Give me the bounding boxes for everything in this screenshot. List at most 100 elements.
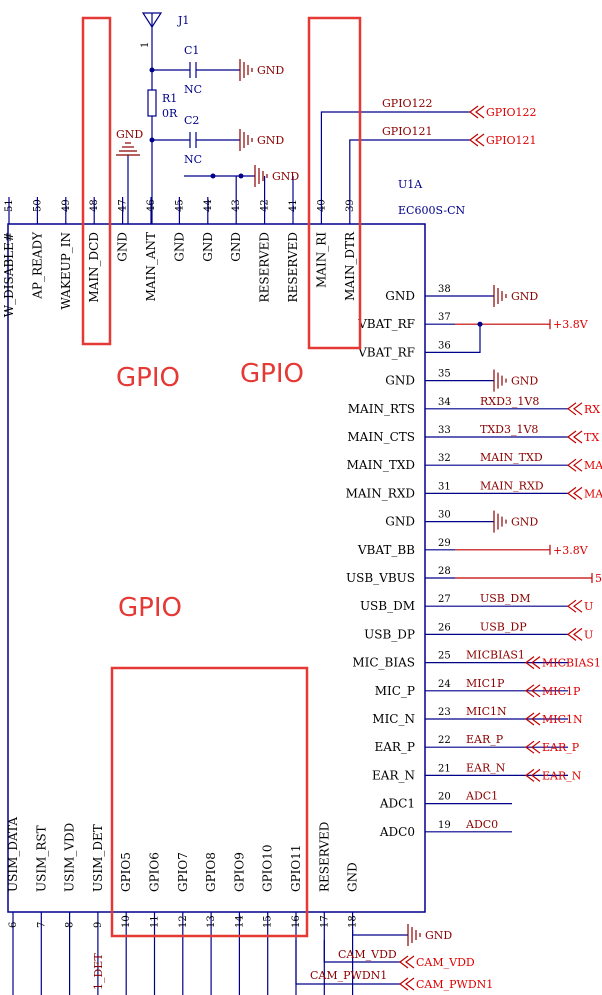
net-label: RXD3_1V8 [480, 395, 539, 408]
pin-number: 38 [438, 284, 451, 295]
pin-number: 24 [438, 679, 451, 690]
pin-label: GPIO8 [204, 852, 218, 892]
pin-label: GPIO10 [261, 844, 275, 892]
pin-label: GPIO7 [176, 852, 190, 892]
pin-label: GPIO9 [232, 852, 246, 892]
pin-label: MIC_N [372, 712, 415, 726]
port-arrow-icon [399, 977, 415, 991]
pin-label: EAR_P [374, 740, 415, 754]
pin-label: VBAT_RF [357, 345, 415, 359]
pin-label: GPIO6 [148, 852, 162, 892]
pin-number: 7 [36, 922, 47, 928]
pin-label: USIM_VDD [63, 823, 77, 892]
net-label: USB_DM [480, 592, 530, 605]
net-label: ADC1 [465, 790, 498, 803]
gnd-label: GND [425, 929, 452, 942]
port-label: MIC1P [542, 685, 581, 698]
pin-number: 16 [291, 915, 302, 928]
pin-label: MAIN_ANT [144, 232, 158, 301]
pin-number: 18 [348, 915, 359, 928]
gnd-label: GND [511, 290, 538, 303]
pin-number: 10 [121, 915, 132, 928]
net-label: USB_DP [480, 620, 527, 633]
net-label: 1_DET [92, 953, 105, 990]
net-label: CAM_PWDN1 [310, 969, 387, 982]
capacitor-c2 [152, 132, 240, 148]
net-label: EAR_P [466, 733, 504, 746]
gnd-label: GND [272, 170, 299, 183]
pin-label: GND [229, 232, 243, 262]
pin-number: 35 [438, 369, 451, 380]
port-arrow-icon [567, 402, 583, 416]
pin-label: EAR_N [372, 768, 415, 782]
pin-number: 28 [438, 566, 451, 577]
pin-label: AP_READY [30, 231, 44, 300]
net-label: TXD3_1V8 [480, 423, 538, 436]
pin-number: 13 [206, 915, 217, 928]
pin-number: 30 [438, 510, 451, 521]
pin-number: 25 [438, 651, 451, 662]
port-label: MA [584, 487, 602, 500]
port-label: MIC1N [542, 713, 583, 726]
net-label: MAIN_RXD [480, 479, 544, 492]
net-label: MIC1P [466, 677, 505, 690]
port-label: CAM_PWDN1 [416, 978, 493, 991]
pin-label: RESERVED [286, 232, 300, 302]
c1-value: NC [184, 83, 202, 96]
port-label: TX [584, 431, 599, 444]
pin-label: USB_VBUS [346, 571, 415, 585]
c1-ref: C1 [184, 44, 199, 57]
r1-value: 0R [162, 107, 178, 120]
port-arrow-icon [567, 599, 583, 613]
pin-label: GND [116, 232, 130, 262]
net-label: EAR_N [466, 761, 506, 774]
pin-number: 22 [438, 735, 451, 746]
pin-number: 21 [438, 763, 451, 774]
pin-number: 37 [438, 312, 451, 323]
pin-label: VBAT_RF [357, 317, 415, 331]
ground-icon [407, 924, 421, 946]
pin-label: MIC_BIAS [352, 656, 415, 670]
gpio-highlight-box [110, 666, 309, 938]
port-arrow-icon [525, 768, 541, 782]
pin-label: USB_DP [364, 627, 415, 641]
pin-number: 15 [263, 915, 274, 928]
pin-number: 26 [438, 622, 451, 633]
pin-label: WAKEUP_IN [59, 232, 73, 310]
pin-label: GND [172, 232, 186, 262]
pin-label: USIM_DET [91, 824, 105, 892]
ground-icon [116, 142, 140, 156]
port-label: EAR_N [542, 769, 582, 782]
c2-ref: C2 [184, 114, 199, 127]
antenna-icon [141, 12, 163, 60]
component-ref: U1A [398, 178, 423, 191]
pin-number: 8 [65, 922, 76, 928]
gnd-label: GND [116, 128, 143, 141]
pin-number: 19 [438, 820, 451, 831]
pin-label: MAIN_DTR [343, 231, 357, 301]
pin-label: MAIN_TXD [347, 458, 415, 472]
pin-label: MAIN_CTS [347, 430, 415, 444]
r1-ref: R1 [162, 92, 177, 105]
component-part: EC600S-CN [398, 204, 466, 217]
ground-icon [239, 59, 253, 81]
pin-number: 27 [438, 594, 451, 605]
pin-label: USIM_RST [34, 825, 48, 892]
pin-label: GND [346, 862, 360, 892]
resistor-r1 [147, 89, 157, 117]
pin-number: 34 [438, 397, 451, 408]
gpio-highlight-box [81, 16, 112, 346]
antenna-pin: 1 [140, 42, 151, 48]
port-arrow-icon [567, 627, 583, 641]
net-label: MAIN_TXD [480, 451, 543, 464]
pin-number: 17 [319, 915, 330, 928]
port-label: GPIO122 [486, 106, 537, 119]
pin-number: 32 [438, 453, 451, 464]
pin-label: W_DISABLE# [2, 232, 16, 317]
port-arrow-icon [567, 430, 583, 444]
pin-label: GND [385, 515, 415, 529]
pin-label: VBAT_BB [357, 543, 415, 557]
net-label: MICBIAS1 [466, 649, 525, 662]
pin-number: 11 [150, 915, 161, 928]
